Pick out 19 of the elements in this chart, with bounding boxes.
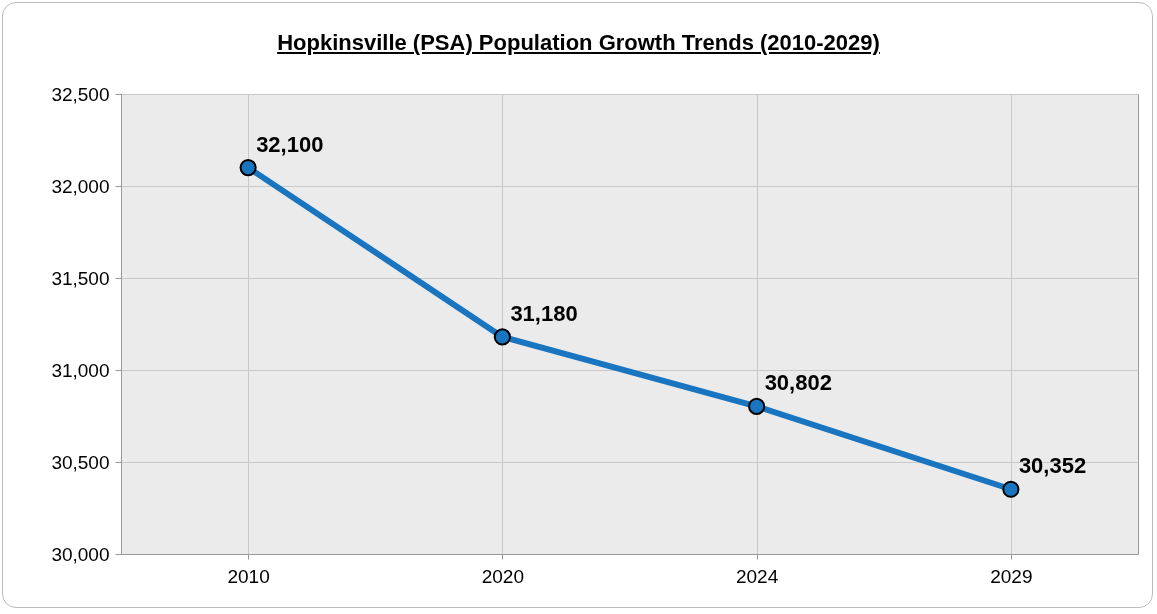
point	[493, 328, 511, 346]
point	[239, 159, 257, 177]
data-label: 30,352	[1018, 453, 1087, 479]
point	[748, 397, 766, 415]
data-label: 32,100	[256, 131, 324, 157]
point	[1002, 480, 1020, 498]
x-tick-label: 2020	[481, 565, 525, 587]
data-label: 31,180	[510, 300, 578, 326]
chart-title: Hopkinsville (PSA) Population Growth Trends (2010-2029)	[276, 30, 881, 56]
x-tick-label: 2029	[990, 565, 1033, 587]
y-tick-label: 32,000	[51, 175, 110, 197]
y-tick-label: 31,000	[51, 359, 110, 381]
data-label: 30,802	[764, 370, 832, 396]
x-tick-label: 2024	[735, 565, 779, 587]
y-tick-label: 31,500	[51, 267, 110, 289]
y-tick-label: 32,500	[51, 83, 110, 105]
y-tick-label: 30,500	[51, 451, 110, 473]
x-tick-label: 2010	[227, 565, 270, 587]
y-tick-label: 30,000	[51, 543, 110, 565]
